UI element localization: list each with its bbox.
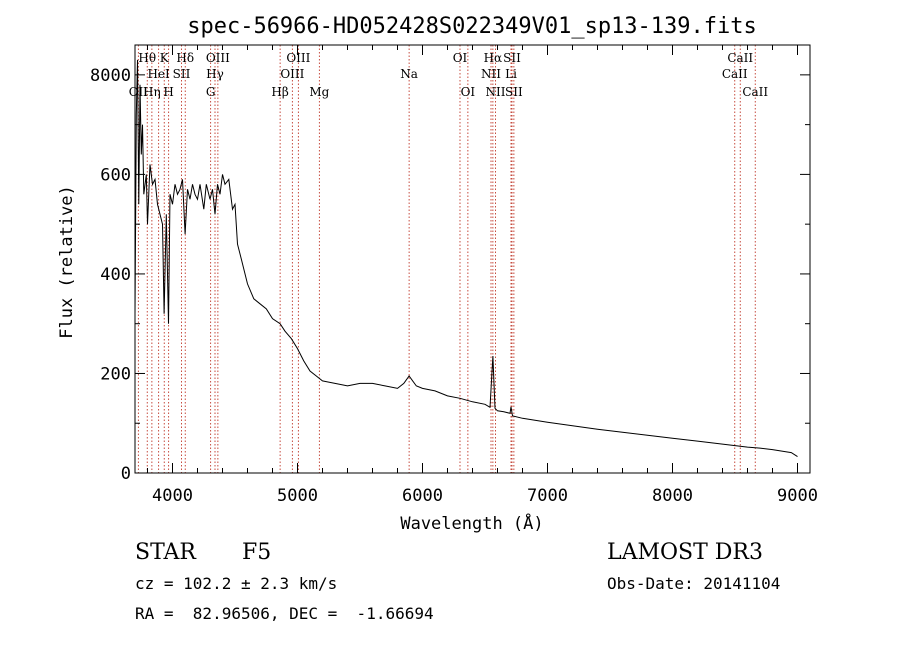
line-label-3: HeI	[147, 67, 170, 81]
line-label-15: Na	[400, 67, 418, 81]
line-label-11: OIII	[286, 51, 310, 65]
line-label-23: SII	[505, 85, 523, 99]
line-label-19: NII	[481, 67, 501, 81]
object-type: STAR	[135, 540, 196, 565]
x-axis-label: Wavelength (Å)	[400, 512, 543, 534]
chart-title: spec-56966-HD052428S022349V01_sp13-139.f…	[187, 14, 757, 39]
line-label-16: OI	[453, 51, 468, 65]
subclass: F5	[242, 540, 272, 565]
x-tick-label-3: 7000	[527, 486, 568, 506]
line-label-0: OII	[129, 85, 149, 99]
line-label-13: Hβ	[271, 85, 288, 99]
y-tick-label-3: 600	[100, 165, 131, 185]
plot-frame	[134, 44, 811, 474]
line-label-26: CaII	[742, 85, 768, 99]
redshift-readout: cz = 102.2 ± 2.3 km/s	[135, 574, 338, 593]
line-label-1: Hθ	[138, 51, 156, 65]
x-tick-label-5: 9000	[777, 486, 818, 506]
survey-label: LAMOST DR3	[607, 540, 763, 565]
line-label-25: CaII	[722, 67, 748, 81]
line-label-22: Li	[505, 67, 517, 81]
line-label-7: Hδ	[176, 51, 194, 65]
line-label-18: Hα	[484, 51, 503, 65]
line-label-20: NII	[486, 85, 506, 99]
coordinates: RA = 82.96506, DEC = -1.66694	[135, 604, 434, 623]
line-label-17: OI	[461, 85, 476, 99]
line-label-8: OIII	[206, 51, 230, 65]
y-tick-label-4: 8000	[90, 66, 131, 86]
x-tick-label-0: 4000	[152, 486, 193, 506]
line-label-6: H	[163, 85, 173, 99]
line-label-10: G	[206, 85, 216, 99]
line-label-24: CaII	[727, 51, 753, 65]
x-axis-ticks: 4000 5000 6000 7000 8000 9000	[147, 45, 818, 506]
line-label-14: Mg	[309, 85, 329, 99]
spectrum-line	[134, 59, 798, 458]
y-tick-label-0: 0	[121, 464, 131, 484]
line-label-12: OIII	[280, 67, 304, 81]
line-label-4: K	[160, 51, 170, 65]
y-tick-label-1: 200	[100, 364, 131, 384]
y-tick-label-2: 400	[100, 265, 131, 285]
obs-date: Obs-Date: 20141104	[607, 574, 781, 593]
line-label-9: Hγ	[206, 67, 224, 81]
y-axis-ticks: 0 200 400 600 8000	[90, 66, 810, 484]
x-tick-label-4: 8000	[652, 486, 693, 506]
x-tick-label-2: 6000	[402, 486, 443, 506]
x-tick-label-1: 5000	[277, 486, 318, 506]
line-label-2: Hη	[143, 85, 161, 99]
line-label-21: SII	[503, 51, 521, 65]
y-axis-label: Flux (relative)	[57, 185, 77, 339]
line-label-5: SII	[173, 67, 191, 81]
spectral-line-markers	[137, 45, 756, 473]
